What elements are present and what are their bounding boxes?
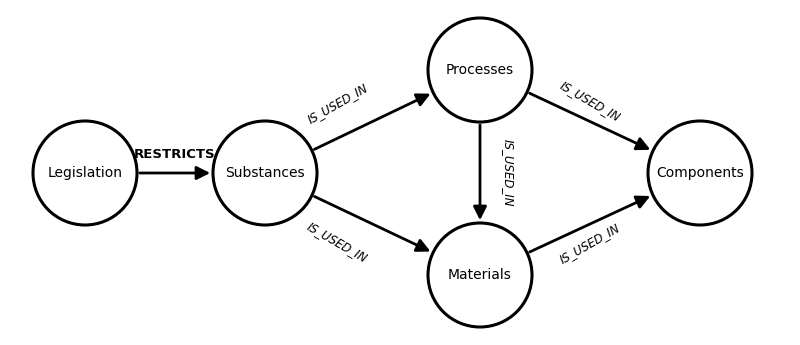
Ellipse shape: [648, 121, 752, 225]
Ellipse shape: [428, 223, 532, 327]
Text: Materials: Materials: [448, 268, 512, 282]
Text: RESTRICTS: RESTRICTS: [134, 148, 216, 161]
Ellipse shape: [428, 18, 532, 122]
Ellipse shape: [213, 121, 317, 225]
Text: Legislation: Legislation: [47, 166, 122, 180]
Ellipse shape: [33, 121, 137, 225]
Text: IS_USED_IN: IS_USED_IN: [558, 79, 622, 124]
Text: Processes: Processes: [446, 63, 514, 77]
Text: IS_USED_IN: IS_USED_IN: [305, 219, 370, 265]
Text: IS_USED_IN: IS_USED_IN: [305, 81, 370, 126]
Text: Substances: Substances: [225, 166, 305, 180]
Text: Components: Components: [656, 166, 744, 180]
Text: IS_USED_IN: IS_USED_IN: [558, 221, 622, 266]
Text: IS_USED_IN: IS_USED_IN: [502, 139, 514, 206]
